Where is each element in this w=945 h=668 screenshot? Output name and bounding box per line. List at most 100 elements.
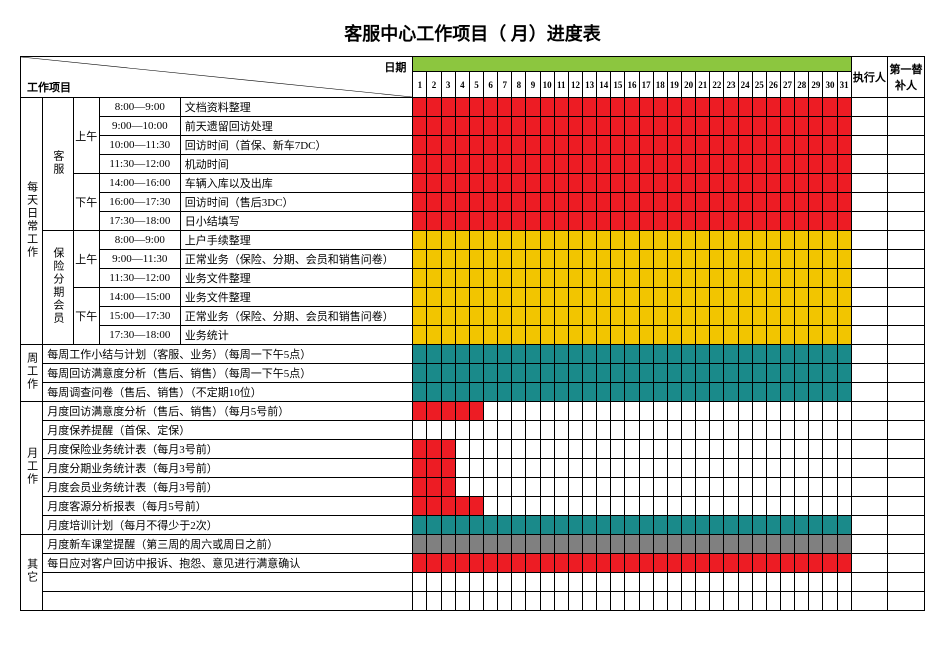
substitute-cell (888, 269, 925, 288)
day-cell (625, 117, 639, 136)
day-cell (625, 193, 639, 212)
day-cell (724, 516, 738, 535)
day-cell (526, 307, 540, 326)
day-cell (682, 117, 696, 136)
day-cell (625, 573, 639, 592)
day-cell (682, 516, 696, 535)
day-cell (696, 326, 710, 345)
day-cell (498, 440, 512, 459)
executor-cell (851, 193, 887, 212)
day-cell (837, 554, 851, 573)
day-cell (554, 573, 568, 592)
day-cell (583, 440, 597, 459)
task-cell: 每日应对客户回访中报诉、抱怨、意见进行满意确认 (43, 554, 413, 573)
substitute-cell (888, 117, 925, 136)
day-cell (625, 98, 639, 117)
day-cell (512, 573, 526, 592)
task-row: 保险分期会员上午8:00—9:00上户手续整理 (21, 231, 925, 250)
day-cell (469, 497, 483, 516)
day-cell (809, 326, 823, 345)
day-cell (823, 193, 837, 212)
day-header: 25 (752, 72, 766, 98)
day-cell (540, 592, 554, 611)
day-cell (752, 155, 766, 174)
day-cell (780, 193, 794, 212)
day-cell (441, 440, 455, 459)
day-cell (554, 155, 568, 174)
task-cell: 月度分期业务统计表（每月3号前） (43, 459, 413, 478)
day-cell (597, 554, 611, 573)
day-cell (625, 155, 639, 174)
day-cell (484, 478, 498, 497)
day-cell (568, 269, 582, 288)
day-cell (738, 250, 752, 269)
day-cell (738, 478, 752, 497)
day-cell (583, 554, 597, 573)
day-cell (526, 193, 540, 212)
day-cell (795, 383, 809, 402)
day-cell (512, 554, 526, 573)
substitute-cell (888, 497, 925, 516)
day-cell (498, 459, 512, 478)
day-cell (455, 421, 469, 440)
day-cell (653, 478, 667, 497)
day-cell (583, 459, 597, 478)
day-cell (724, 478, 738, 497)
day-cell (597, 345, 611, 364)
day-cell (554, 193, 568, 212)
day-cell (625, 307, 639, 326)
day-cell (766, 174, 780, 193)
day-cell (625, 478, 639, 497)
group-weekly: 周工作 (21, 345, 43, 402)
day-cell (667, 250, 681, 269)
date-label: 日期 (384, 59, 406, 75)
day-cell (526, 535, 540, 554)
day-cell (752, 98, 766, 117)
day-cell (498, 269, 512, 288)
day-cell (738, 212, 752, 231)
day-cell (795, 478, 809, 497)
day-cell (809, 98, 823, 117)
day-cell (795, 573, 809, 592)
day-cell (696, 136, 710, 155)
day-cell (752, 383, 766, 402)
day-cell (441, 402, 455, 421)
task-row: 16:00—17:30回访时间（售后3DC） (21, 193, 925, 212)
day-cell (752, 554, 766, 573)
day-cell (724, 307, 738, 326)
day-cell (823, 326, 837, 345)
day-cell (568, 478, 582, 497)
day-cell (738, 155, 752, 174)
day-cell (653, 193, 667, 212)
day-cell (639, 364, 653, 383)
day-cell (710, 497, 724, 516)
day-cell (484, 573, 498, 592)
day-header: 1 (413, 72, 427, 98)
day-cell (682, 478, 696, 497)
day-cell (455, 535, 469, 554)
day-cell (738, 136, 752, 155)
day-cell (809, 269, 823, 288)
day-cell (540, 307, 554, 326)
day-cell (724, 573, 738, 592)
day-cell (526, 421, 540, 440)
day-cell (554, 212, 568, 231)
day-cell (780, 497, 794, 516)
day-cell (526, 402, 540, 421)
day-cell (554, 364, 568, 383)
day-cell (441, 174, 455, 193)
executor-cell (851, 440, 887, 459)
day-cell (696, 193, 710, 212)
day-cell (837, 573, 851, 592)
day-cell (710, 440, 724, 459)
day-cell (653, 98, 667, 117)
executor-cell (851, 288, 887, 307)
group-monthly: 月工作 (21, 402, 43, 535)
day-cell (455, 269, 469, 288)
task-cell: 回访时间（首保、新车7DC） (180, 136, 413, 155)
day-cell (752, 364, 766, 383)
day-cell (554, 402, 568, 421)
substitute-cell (888, 307, 925, 326)
day-cell (568, 421, 582, 440)
day-cell (809, 364, 823, 383)
